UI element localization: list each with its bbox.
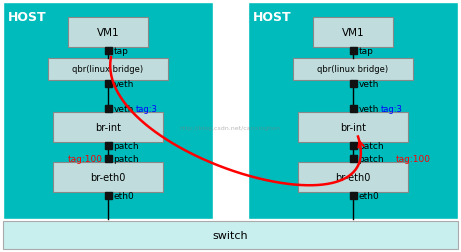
Bar: [349, 155, 356, 162]
Text: tag:100: tag:100: [396, 154, 431, 163]
Text: patch: patch: [113, 154, 139, 163]
Text: patch: patch: [359, 154, 384, 163]
Bar: [105, 81, 112, 88]
Bar: [349, 192, 356, 199]
Bar: [313, 18, 393, 48]
Bar: [248, 3, 458, 219]
Text: http://blog.csdn.net/canxinghen: http://blog.csdn.net/canxinghen: [179, 126, 280, 131]
Bar: [105, 48, 112, 55]
Bar: [53, 162, 163, 192]
Text: tag:3: tag:3: [380, 105, 402, 114]
Bar: [53, 113, 163, 142]
Text: eth0: eth0: [359, 191, 379, 200]
Bar: [349, 106, 356, 113]
Text: veth: veth: [113, 80, 134, 89]
Text: veth: veth: [359, 105, 379, 114]
Text: HOST: HOST: [253, 11, 292, 24]
Bar: [105, 192, 112, 199]
Text: qbr(linux bridge): qbr(linux bridge): [72, 65, 143, 74]
Text: HOST: HOST: [8, 11, 47, 24]
Bar: [298, 162, 408, 192]
Bar: [3, 221, 458, 249]
Text: switch: switch: [212, 230, 248, 240]
Text: tag:100: tag:100: [67, 154, 102, 163]
Text: veth: veth: [359, 80, 379, 89]
Bar: [48, 59, 168, 81]
Bar: [349, 142, 356, 149]
Text: tap: tap: [113, 47, 128, 56]
Text: br-eth0: br-eth0: [90, 172, 126, 182]
Text: eth0: eth0: [113, 191, 134, 200]
Text: qbr(linux bridge): qbr(linux bridge): [318, 65, 389, 74]
Bar: [3, 3, 213, 219]
Text: veth: veth: [113, 105, 134, 114]
Text: tag:3: tag:3: [136, 105, 157, 114]
Bar: [105, 155, 112, 162]
Bar: [293, 59, 413, 81]
Text: VM1: VM1: [97, 28, 119, 38]
Text: br-int: br-int: [95, 122, 121, 133]
Bar: [349, 48, 356, 55]
Bar: [298, 113, 408, 142]
Bar: [105, 106, 112, 113]
Text: br-int: br-int: [340, 122, 366, 133]
Text: br-eth0: br-eth0: [335, 172, 371, 182]
Bar: [105, 142, 112, 149]
Text: patch: patch: [113, 141, 139, 150]
Text: tap: tap: [359, 47, 373, 56]
Text: VM1: VM1: [342, 28, 364, 38]
Bar: [68, 18, 148, 48]
Text: patch: patch: [359, 141, 384, 150]
Bar: [349, 81, 356, 88]
